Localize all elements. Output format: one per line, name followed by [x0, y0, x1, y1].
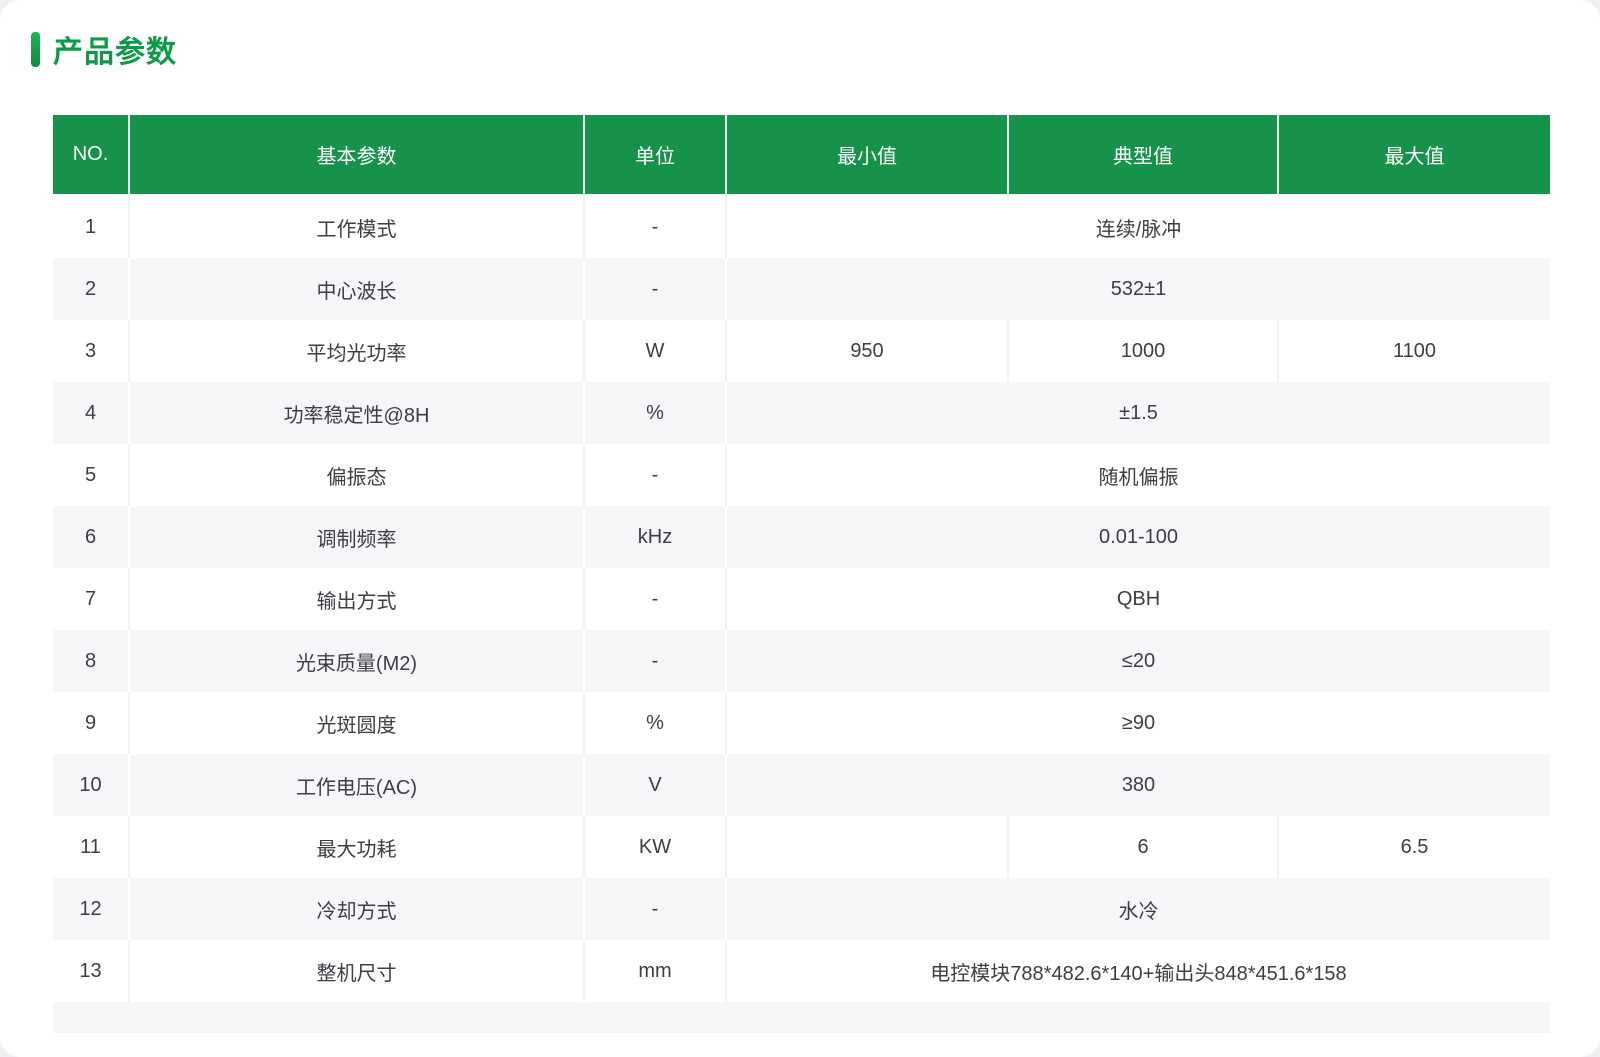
- cell-merged-value: QBH: [1116, 587, 1161, 610]
- cell-min: [727, 816, 1009, 878]
- cell-merged-value: ≤20: [1121, 649, 1156, 672]
- cell-typical: 6: [1009, 816, 1279, 878]
- cell-no: 2: [53, 258, 130, 320]
- table-row: 6 调制频率 kHz 0.01-100: [53, 506, 1550, 568]
- table-row: 12 冷却方式 - 水冷: [53, 878, 1550, 940]
- table-header-row: NO. 基本参数 单位 最小值 典型值 最大值: [53, 115, 1550, 194]
- cell-unit: V: [585, 754, 727, 816]
- cell-unit: -: [585, 258, 727, 320]
- cell-unit: -: [585, 196, 727, 258]
- cell-param: 工作电压(AC): [130, 754, 585, 816]
- cell-unit: -: [585, 444, 727, 506]
- header-cell-no: NO.: [53, 115, 130, 194]
- table-row: 7 输出方式 - QBH: [53, 568, 1550, 630]
- cell-merged-value: 水冷: [1118, 900, 1159, 923]
- header-cell-max: 最大值: [1384, 146, 1445, 168]
- cell-merged-value: 380: [1121, 773, 1156, 796]
- partial-next-row: [53, 1002, 1550, 1033]
- title-accent-bar: [31, 31, 40, 67]
- cell-merged-value: 连续/脉冲: [1095, 218, 1182, 241]
- params-table: NO. 基本参数 单位 最小值 典型值 最大值 1 工作模式 - 连续/脉冲 2 中心波长…: [53, 115, 1550, 1033]
- cell-no: 9: [53, 692, 130, 754]
- table-row: 8 光束质量(M2) - ≤20: [53, 630, 1550, 692]
- cell-merged-value: 随机偏振: [1098, 466, 1179, 489]
- table-row: 13 整机尺寸 mm 电控模块788*482.6*140+输出头848*451.6*1…: [53, 940, 1550, 1002]
- cell-no: 6: [53, 506, 130, 568]
- cell-max: 6.5: [1400, 835, 1429, 858]
- cell-unit: -: [585, 630, 727, 692]
- cell-unit: W: [585, 320, 727, 382]
- cell-no: 13: [53, 940, 130, 1002]
- cell-unit: %: [585, 692, 727, 754]
- table-row: 3 平均光功率 W 950 1000 1100: [53, 320, 1550, 382]
- cell-no: 3: [53, 320, 130, 382]
- cell-no: 4: [53, 382, 130, 444]
- cell-merged-value: 电控模块788*482.6*140+输出头848*451.6*158: [930, 962, 1347, 985]
- cell-no: 7: [53, 568, 130, 630]
- header-cell-min: 最小值: [727, 115, 1009, 194]
- cell-param: 冷却方式: [130, 878, 585, 940]
- cell-no: 8: [53, 630, 130, 692]
- cell-param: 调制频率: [130, 506, 585, 568]
- cell-param: 偏振态: [130, 444, 585, 506]
- cell-param: 最大功耗: [130, 816, 585, 878]
- cell-merged-value: 532±1: [1110, 277, 1167, 300]
- cell-min: 950: [727, 320, 1009, 382]
- cell-unit: -: [585, 568, 727, 630]
- table-row: 2 中心波长 - 532±1: [53, 258, 1550, 320]
- header-cell-unit: 单位: [585, 115, 727, 194]
- cell-merged-value: ≥90: [1121, 711, 1156, 734]
- cell-max: 1100: [1392, 339, 1436, 362]
- table-row: 10 工作电压(AC) V 380: [53, 754, 1550, 816]
- cell-param: 平均光功率: [130, 320, 585, 382]
- cell-typical: 1000: [1009, 320, 1279, 382]
- cell-unit: -: [585, 878, 727, 940]
- cell-no: 5: [53, 444, 130, 506]
- cell-merged-value: ±1.5: [1119, 401, 1158, 424]
- table-row: 9 光斑圆度% ≥90: [53, 692, 1550, 754]
- cell-no: 12: [53, 878, 130, 940]
- table-row: 11 最大功耗 KW 6 6.5: [53, 816, 1550, 878]
- cell-param: 整机尺寸: [130, 940, 585, 1002]
- cell-param: 光束质量(M2): [130, 630, 585, 692]
- cell-unit: kHz: [585, 506, 727, 568]
- section-title: 产品参数: [31, 27, 177, 71]
- cell-no: 1: [53, 196, 130, 258]
- cell-no: 10: [53, 754, 130, 816]
- header-cell-typical: 典型值: [1009, 115, 1279, 194]
- cell-unit: mm: [585, 940, 727, 1002]
- cell-param: 工作模式: [130, 196, 585, 258]
- cell-merged-value: 0.01-100: [1099, 525, 1178, 548]
- page-title: 产品参数: [53, 36, 177, 69]
- header-cell-param: 基本参数: [130, 115, 585, 194]
- cell-unit: %: [585, 382, 727, 444]
- cell-no: 11: [53, 816, 130, 878]
- table-row: 4 功率稳定性@8H% ±1.5: [53, 382, 1550, 444]
- table-body: 1 工作模式 - 连续/脉冲 2 中心波长 -532±1 3 平均光功率 W 950 1000 1100…: [53, 196, 1550, 1002]
- cell-param: 光斑圆度: [130, 692, 585, 754]
- cell-unit: KW: [585, 816, 727, 878]
- table-row: 5 偏振态 - 随机偏振: [53, 444, 1550, 506]
- cell-param: 功率稳定性@8H: [130, 382, 585, 444]
- cell-param: 中心波长: [130, 258, 585, 320]
- table-row: 1 工作模式 - 连续/脉冲: [53, 196, 1550, 258]
- cell-param: 输出方式: [130, 568, 585, 630]
